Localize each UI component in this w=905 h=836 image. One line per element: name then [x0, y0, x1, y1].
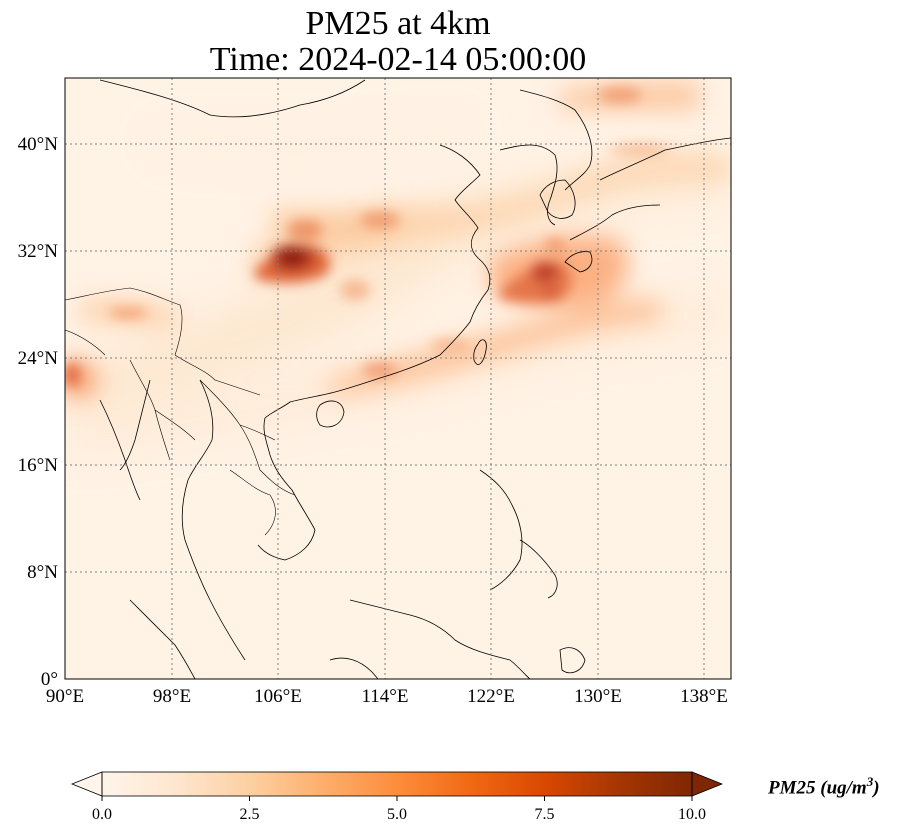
- map-subtitle-time: Time: 2024-02-14 05:00:00: [209, 41, 587, 78]
- lat-tick-16n: 16°N: [18, 455, 59, 476]
- colorbar-tick-10: 10.0: [678, 806, 706, 823]
- lon-tick-130e: 130°E: [574, 686, 622, 707]
- lon-tick-98e: 98°E: [153, 686, 191, 707]
- map-frame: [64, 77, 732, 680]
- lat-tick-0: 0°: [41, 669, 58, 690]
- colorbar-extend-max: [691, 771, 724, 797]
- lon-tick-106e: 106°E: [254, 686, 302, 707]
- colorbar-tick-7-5: 7.5: [535, 806, 555, 823]
- colorbar: 0.0 2.5 5.0 7.5 10.0: [70, 771, 724, 823]
- coastlines: [99, 79, 731, 679]
- lat-tick-labels: 0° 8°N 16°N 24°N 32°N 40°N: [18, 134, 59, 690]
- lon-tick-138e: 138°E: [680, 686, 728, 707]
- lat-tick-40n: 40°N: [18, 134, 59, 155]
- colorbar-gradient: [102, 772, 692, 796]
- colorbar-tick-5: 5.0: [387, 806, 407, 823]
- lon-tick-90e: 90°E: [46, 686, 84, 707]
- lat-tick-8n: 8°N: [27, 562, 58, 583]
- map-title: PM25 at 4km: [305, 5, 491, 42]
- country-borders: [65, 287, 296, 536]
- colorbar-label-exponent: 3: [866, 774, 874, 789]
- colorbar-label-main: PM25 (ug/m: [768, 777, 867, 799]
- colorbar-extend-min: [70, 771, 103, 797]
- colorbar-tick-0: 0.0: [92, 806, 112, 823]
- lon-tick-114e: 114°E: [362, 686, 409, 707]
- lat-tick-24n: 24°N: [18, 348, 59, 369]
- pm25-concentration-field: [65, 81, 731, 460]
- gridlines: [65, 78, 731, 679]
- colorbar-label: PM25 (ug/m3): [768, 774, 880, 799]
- lon-tick-labels: 90°E 98°E 106°E 114°E 122°E 130°E 138°E: [46, 686, 728, 707]
- colorbar-label-close: ): [873, 777, 880, 799]
- colorbar-tick-2-5: 2.5: [240, 806, 260, 823]
- lon-tick-122e: 122°E: [467, 686, 515, 707]
- lat-tick-32n: 32°N: [18, 241, 59, 262]
